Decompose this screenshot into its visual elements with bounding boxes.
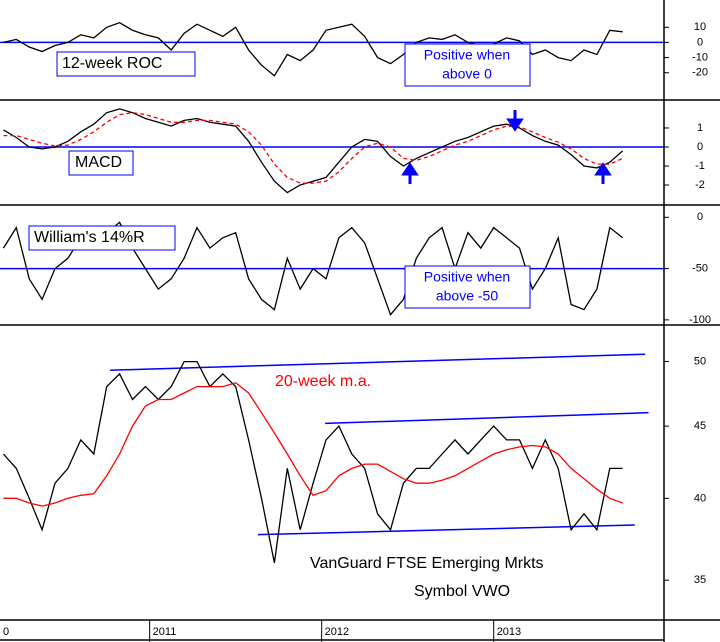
line-series (3, 382, 623, 507)
annotation: MACD (75, 154, 122, 171)
trendline (258, 524, 635, 536)
y-tick-label: 50 (694, 355, 706, 367)
annotation-box (404, 43, 531, 87)
y-tick-label: -50 (692, 262, 708, 274)
trendline (325, 411, 649, 425)
y-tick-label: 0 (697, 36, 703, 48)
annotation-box (56, 51, 196, 77)
arrow (594, 162, 612, 184)
y-tick-label: -2 (695, 179, 705, 191)
annotation: above -50 (436, 288, 498, 304)
annotation-box (68, 150, 134, 176)
line-series (3, 21, 623, 77)
y-tick-label: -20 (692, 67, 708, 79)
x-tick-label: 2012 (325, 626, 349, 638)
x-tick-label: 0 (3, 626, 9, 638)
annotation-box (28, 225, 176, 251)
annotation: William's 14%R (34, 229, 145, 246)
x-tick-label: 2013 (497, 626, 521, 638)
annotation: 20-week m.a. (275, 373, 371, 390)
y-tick-label: 45 (694, 420, 706, 432)
annotation: above 0 (442, 66, 492, 82)
annotation-box (404, 265, 531, 309)
line-series (3, 112, 623, 184)
y-tick-label: 40 (694, 492, 706, 504)
y-tick-label: 0 (697, 141, 703, 153)
y-tick-label: 1 (697, 122, 703, 134)
line-series (3, 108, 624, 194)
annotation: Positive when (424, 47, 510, 63)
line-series (2, 360, 623, 564)
y-tick-label: -10 (692, 51, 708, 63)
y-tick-label: -1 (695, 160, 705, 172)
annotation: Positive when (424, 269, 510, 285)
y-tick-label: 0 (697, 211, 703, 223)
y-tick-label: -100 (689, 314, 711, 326)
arrow (401, 162, 419, 184)
y-tick-label: 10 (694, 21, 706, 33)
annotation: 12-week ROC (62, 55, 162, 72)
arrow (506, 110, 524, 132)
annotation: Symbol VWO (414, 583, 510, 600)
y-tick-label: 35 (694, 574, 706, 586)
annotation: VanGuard FTSE Emerging Mrkts (310, 555, 544, 572)
x-tick-label: 2011 (153, 626, 177, 638)
trendline (110, 353, 646, 371)
